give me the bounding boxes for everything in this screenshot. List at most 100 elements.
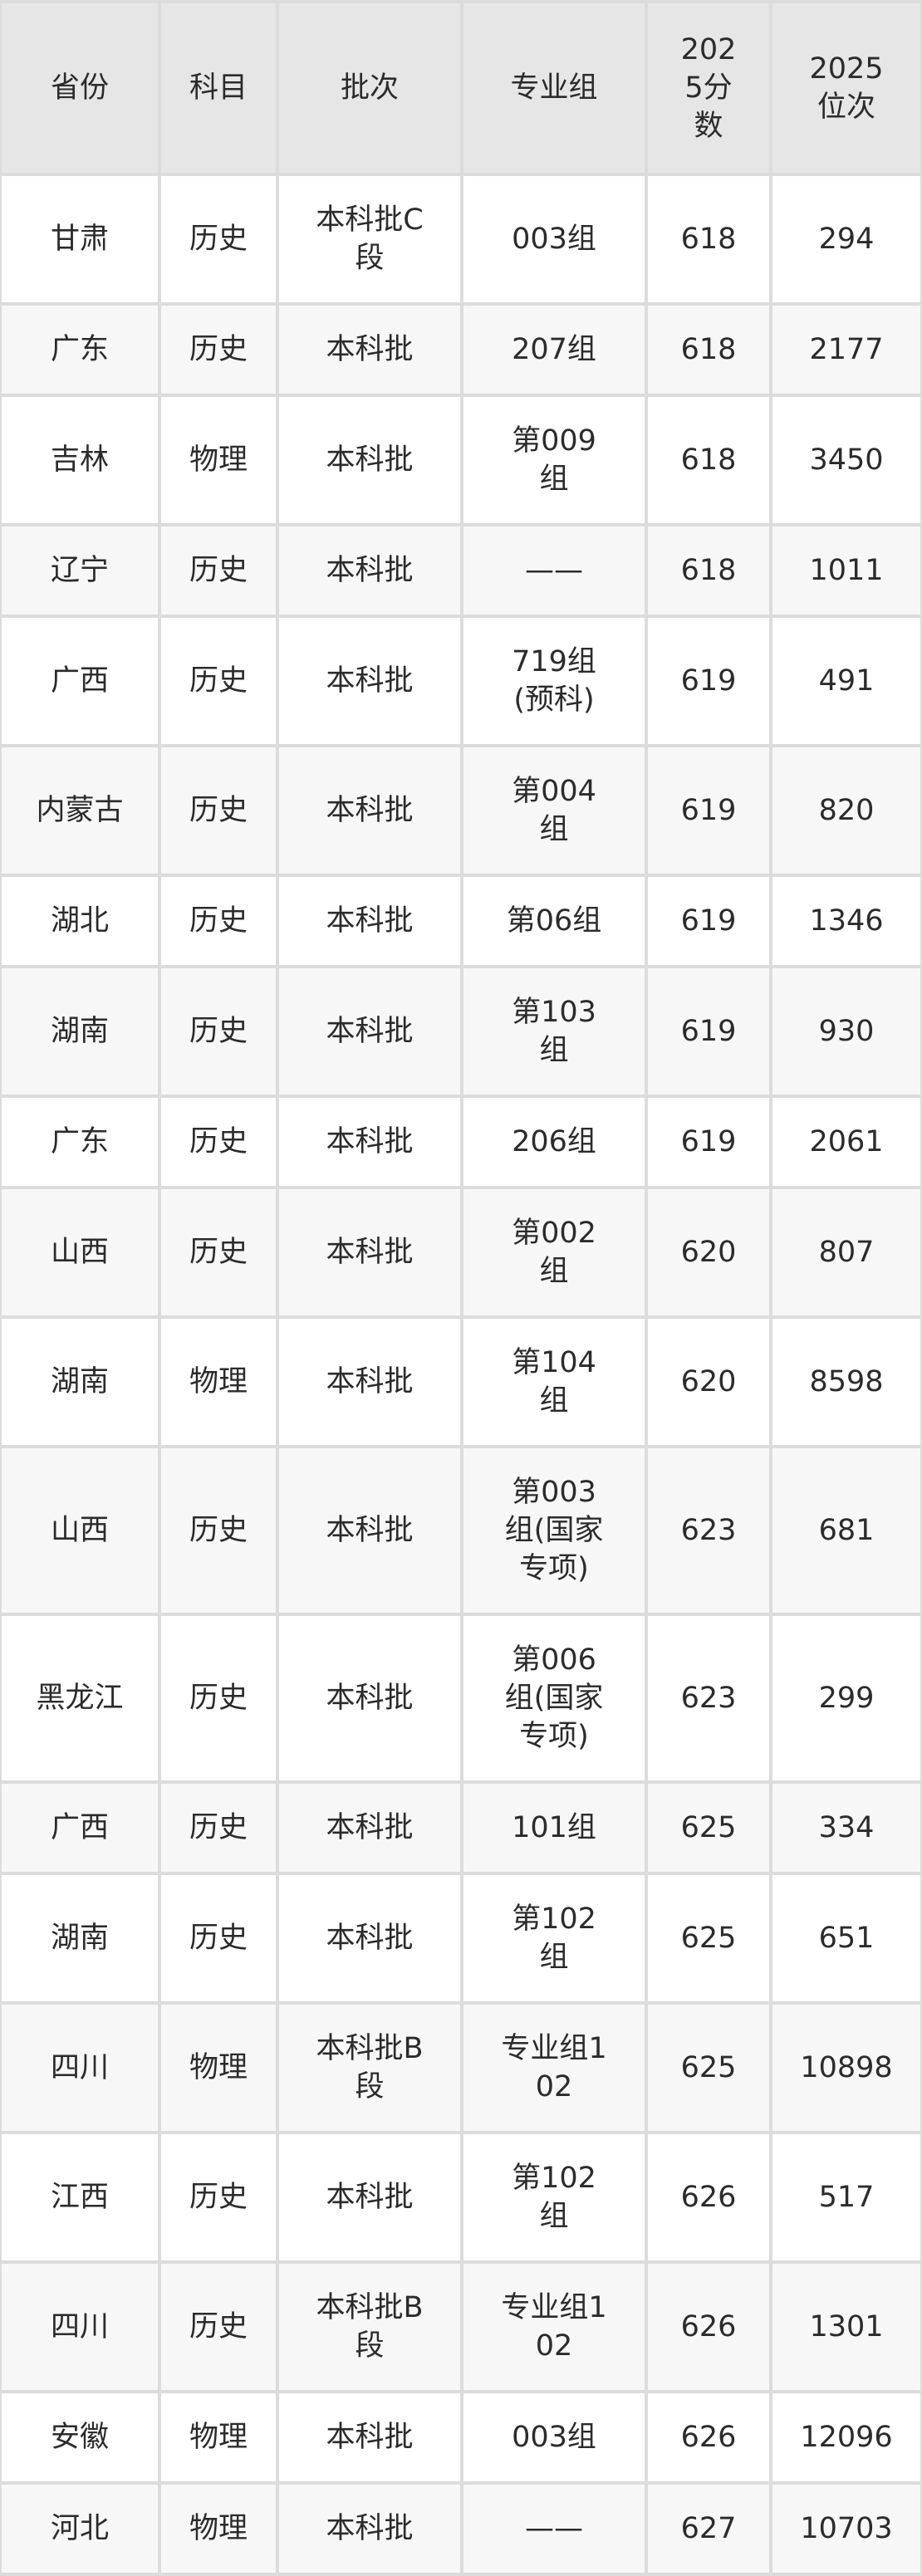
province-cell: 河北 <box>2 2485 158 2573</box>
rank-cell: 930 <box>772 968 920 1095</box>
table-row: 四川 历史 本科批B段 专业组102 626 1301 <box>2 2264 920 2390</box>
rank-cell: 1301 <box>772 2264 920 2390</box>
score-cell: 618 <box>648 397 769 523</box>
table-row: 吉林 物理 本科批 第009组 618 3450 <box>2 397 920 523</box>
major-group-cell: —— <box>463 526 645 615</box>
major-group-cell: 第102组 <box>463 2134 645 2260</box>
header-score: 2025分数 <box>648 3 769 173</box>
table-row: 山西 历史 本科批 第002组 620 807 <box>2 1189 920 1315</box>
major-group-cell: 003组 <box>463 2393 645 2481</box>
rank-cell: 820 <box>772 747 920 874</box>
rank-cell: 10703 <box>772 2485 920 2573</box>
province-cell: 广东 <box>2 1098 158 1186</box>
province-cell: 四川 <box>2 2264 158 2390</box>
batch-cell: 本科批 <box>279 2485 460 2573</box>
major-group-cell: 第002组 <box>463 1189 645 1315</box>
province-cell: 江西 <box>2 2134 158 2260</box>
subject-cell: 历史 <box>161 1616 276 1780</box>
rank-cell: 2177 <box>772 306 920 394</box>
subject-cell: 物理 <box>161 397 276 523</box>
subject-cell: 历史 <box>161 1189 276 1315</box>
score-cell: 626 <box>648 2264 769 2390</box>
header-province: 省份 <box>2 3 158 173</box>
province-cell: 广西 <box>2 618 158 744</box>
province-cell: 山西 <box>2 1189 158 1315</box>
subject-cell: 历史 <box>161 747 276 874</box>
batch-cell: 本科批 <box>279 618 460 744</box>
table-row: 甘肃 历史 本科批C段 003组 618 294 <box>2 176 920 302</box>
subject-cell: 物理 <box>161 1319 276 1445</box>
province-cell: 黑龙江 <box>2 1616 158 1780</box>
major-group-cell: 第003组(国家专项) <box>463 1448 645 1613</box>
batch-cell: 本科批 <box>279 1189 460 1315</box>
province-cell: 内蒙古 <box>2 747 158 874</box>
province-cell: 吉林 <box>2 397 158 523</box>
header-subject: 科目 <box>161 3 276 173</box>
table-row: 辽宁 历史 本科批 —— 618 1011 <box>2 526 920 615</box>
score-cell: 627 <box>648 2485 769 2573</box>
province-cell: 广西 <box>2 1784 158 1872</box>
score-cell: 619 <box>648 968 769 1095</box>
table-row: 河北 物理 本科批 —— 627 10703 <box>2 2485 920 2573</box>
province-cell: 山西 <box>2 1448 158 1613</box>
rank-cell: 12096 <box>772 2393 920 2481</box>
subject-cell: 历史 <box>161 618 276 744</box>
score-cell: 625 <box>648 1784 769 1872</box>
subject-cell: 物理 <box>161 2393 276 2481</box>
rank-cell: 10898 <box>772 2005 920 2131</box>
major-group-cell: 207组 <box>463 306 645 394</box>
major-group-cell: 003组 <box>463 176 645 302</box>
table-row: 安徽 物理 本科批 003组 626 12096 <box>2 2393 920 2481</box>
header-major-group: 专业组 <box>463 3 645 173</box>
table-row: 广西 历史 本科批 101组 625 334 <box>2 1784 920 1872</box>
batch-cell: 本科批 <box>279 1098 460 1186</box>
subject-cell: 历史 <box>161 1875 276 2001</box>
batch-cell: 本科批 <box>279 1875 460 2001</box>
score-cell: 625 <box>648 2005 769 2131</box>
score-cell: 623 <box>648 1616 769 1780</box>
header-batch: 批次 <box>279 3 460 173</box>
subject-cell: 历史 <box>161 176 276 302</box>
score-cell: 619 <box>648 877 769 965</box>
score-cell: 618 <box>648 306 769 394</box>
rank-cell: 3450 <box>772 397 920 523</box>
major-group-cell: 719组(预科) <box>463 618 645 744</box>
batch-cell: 本科批 <box>279 526 460 615</box>
batch-cell: 本科批C段 <box>279 176 460 302</box>
subject-cell: 物理 <box>161 2485 276 2573</box>
batch-cell: 本科批B段 <box>279 2264 460 2390</box>
province-cell: 湖南 <box>2 968 158 1095</box>
score-cell: 619 <box>648 618 769 744</box>
batch-cell: 本科批 <box>279 1616 460 1780</box>
subject-cell: 历史 <box>161 2134 276 2260</box>
subject-cell: 历史 <box>161 1784 276 1872</box>
rank-cell: 807 <box>772 1189 920 1315</box>
major-group-cell: 专业组102 <box>463 2005 645 2131</box>
score-cell: 626 <box>648 2134 769 2260</box>
major-group-cell: 第102组 <box>463 1875 645 2001</box>
rank-cell: 334 <box>772 1784 920 1872</box>
score-cell: 618 <box>648 176 769 302</box>
rank-cell: 517 <box>772 2134 920 2260</box>
table-row: 内蒙古 历史 本科批 第004组 619 820 <box>2 747 920 874</box>
rank-cell: 2061 <box>772 1098 920 1186</box>
rank-cell: 1011 <box>772 526 920 615</box>
batch-cell: 本科批 <box>279 747 460 874</box>
table-header-row: 省份 科目 批次 专业组 2025分数 2025位次 <box>2 3 920 173</box>
province-cell: 安徽 <box>2 2393 158 2481</box>
score-cell: 626 <box>648 2393 769 2481</box>
province-cell: 四川 <box>2 2005 158 2131</box>
rank-cell: 8598 <box>772 1319 920 1445</box>
province-cell: 湖南 <box>2 1875 158 2001</box>
batch-cell: 本科批 <box>279 1784 460 1872</box>
subject-cell: 历史 <box>161 526 276 615</box>
header-rank: 2025位次 <box>772 3 920 173</box>
major-group-cell: 第004组 <box>463 747 645 874</box>
major-group-cell: 206组 <box>463 1098 645 1186</box>
table-row: 广西 历史 本科批 719组(预科) 619 491 <box>2 618 920 744</box>
major-group-cell: 第009组 <box>463 397 645 523</box>
table-row: 湖南 物理 本科批 第104组 620 8598 <box>2 1319 920 1445</box>
score-cell: 618 <box>648 526 769 615</box>
subject-cell: 历史 <box>161 1448 276 1613</box>
